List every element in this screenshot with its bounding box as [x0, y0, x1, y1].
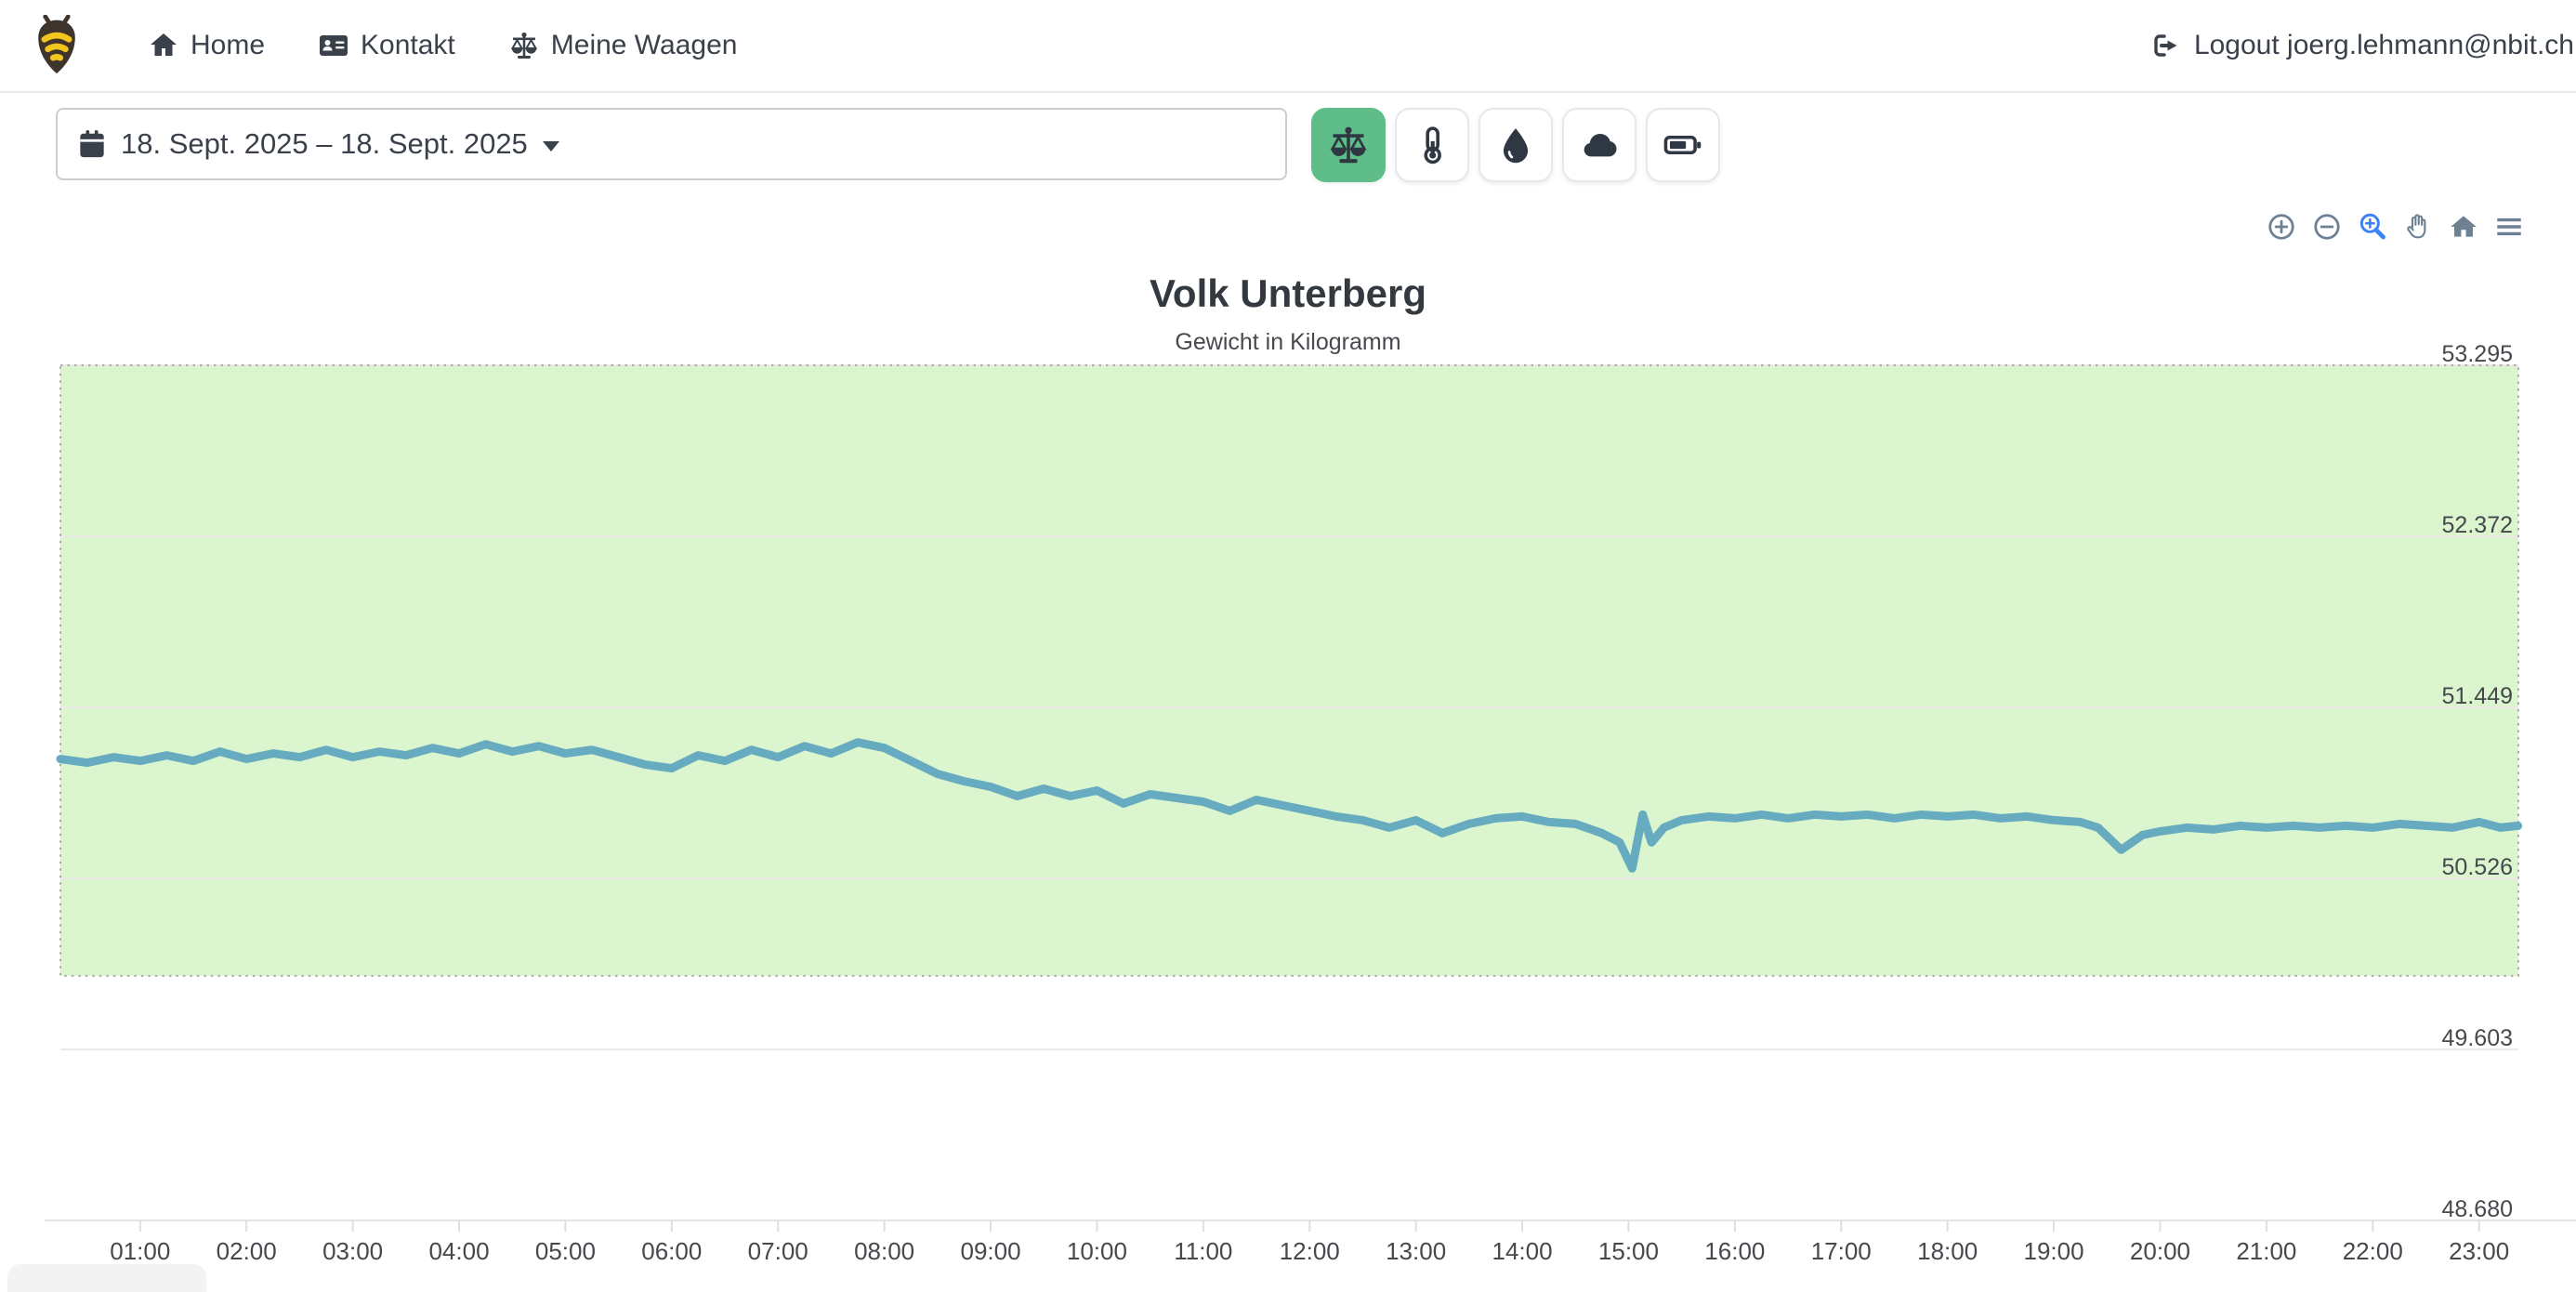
svg-text:50.526: 50.526 [2442, 854, 2513, 880]
svg-text:19:00: 19:00 [2024, 1237, 2084, 1265]
chart-title: Volk Unterberg [1150, 271, 1426, 315]
home-icon [151, 33, 177, 56]
nav-item-kontakt[interactable]: Kontakt [319, 30, 455, 61]
svg-text:22:00: 22:00 [2343, 1237, 2403, 1265]
selection-zoom-icon[interactable] [2356, 210, 2389, 244]
reset-home-icon[interactable] [2447, 210, 2480, 244]
svg-text:05:00: 05:00 [535, 1237, 596, 1265]
svg-text:51.449: 51.449 [2442, 683, 2513, 709]
controls-row: 18. Sept. 2025 – 18. Sept. 2025 [56, 108, 2576, 182]
menu-icon[interactable] [2492, 210, 2526, 244]
zoom-in-icon[interactable] [2265, 210, 2298, 244]
svg-text:08:00: 08:00 [854, 1237, 914, 1265]
svg-text:11:00: 11:00 [1174, 1237, 1232, 1265]
svg-text:03:00: 03:00 [322, 1237, 383, 1265]
svg-text:01:00: 01:00 [110, 1237, 170, 1265]
svg-text:17:00: 17:00 [1811, 1237, 1872, 1265]
address-card-icon [320, 35, 348, 56]
svg-text:21:00: 21:00 [2236, 1237, 2296, 1265]
svg-text:02:00: 02:00 [217, 1237, 277, 1265]
metric-button-group [1311, 108, 1720, 182]
thermometer-icon [1424, 126, 1441, 165]
zoom-out-icon[interactable] [2310, 210, 2344, 244]
svg-text:07:00: 07:00 [748, 1237, 808, 1265]
weight-button[interactable] [1311, 108, 1386, 182]
svg-text:13:00: 13:00 [1386, 1237, 1446, 1265]
battery-button[interactable] [1646, 108, 1720, 182]
calendar-icon [80, 130, 104, 158]
weather-button[interactable] [1562, 108, 1636, 182]
balance-scale-icon [1330, 126, 1367, 164]
cloud-icon [1584, 133, 1617, 157]
main-nav: Home Kontakt Meine Waag [149, 30, 737, 61]
nav-item-home[interactable]: Home [149, 30, 265, 61]
logout-label: Logout joerg.lehmann@nbit.ch [2193, 30, 2574, 60]
svg-text:52.372: 52.372 [2442, 512, 2513, 538]
navbar: Home Kontakt Meine Waag [0, 0, 2576, 93]
balance-scale-icon [510, 32, 537, 59]
svg-text:06:00: 06:00 [641, 1237, 702, 1265]
chart-toolbar [2265, 210, 2526, 244]
svg-text:04:00: 04:00 [428, 1237, 489, 1265]
svg-text:10:00: 10:00 [1067, 1237, 1127, 1265]
chevron-down-icon [542, 140, 559, 152]
nav-item-label: Home [191, 30, 266, 60]
svg-text:48.680: 48.680 [2442, 1196, 2513, 1222]
svg-text:49.603: 49.603 [2442, 1025, 2513, 1051]
battery-icon [1663, 135, 1702, 155]
svg-text:20:00: 20:00 [2130, 1237, 2190, 1265]
nav-item-label: Kontakt [361, 30, 455, 60]
date-range-picker[interactable]: 18. Sept. 2025 – 18. Sept. 2025 [56, 108, 1287, 180]
svg-text:12:00: 12:00 [1280, 1237, 1340, 1265]
svg-text:09:00: 09:00 [960, 1237, 1020, 1265]
pan-icon[interactable] [2401, 210, 2435, 244]
nav-item-label: Meine Waagen [550, 30, 738, 60]
date-range-value: 18. Sept. 2025 – 18. Sept. 2025 [121, 127, 528, 160]
svg-text:14:00: 14:00 [1492, 1237, 1553, 1265]
humidity-button[interactable] [1479, 108, 1553, 182]
droplet-icon [1503, 128, 1529, 164]
bee-logo-icon[interactable] [30, 15, 84, 76]
sign-out-icon [2154, 34, 2177, 57]
nav-item-meine-waagen[interactable]: Meine Waagen [509, 30, 738, 61]
svg-text:15:00: 15:00 [1598, 1237, 1659, 1265]
svg-text:18:00: 18:00 [1917, 1237, 1978, 1265]
logout-link[interactable]: Logout joerg.lehmann@nbit.ch [2151, 30, 2576, 61]
svg-text:23:00: 23:00 [2449, 1237, 2509, 1265]
svg-text:16:00: 16:00 [1704, 1237, 1765, 1265]
bottom-left-overlay [7, 1264, 206, 1292]
temperature-button[interactable] [1395, 108, 1469, 182]
chart-subtitle: Gewicht in Kilogramm [1175, 329, 1401, 355]
